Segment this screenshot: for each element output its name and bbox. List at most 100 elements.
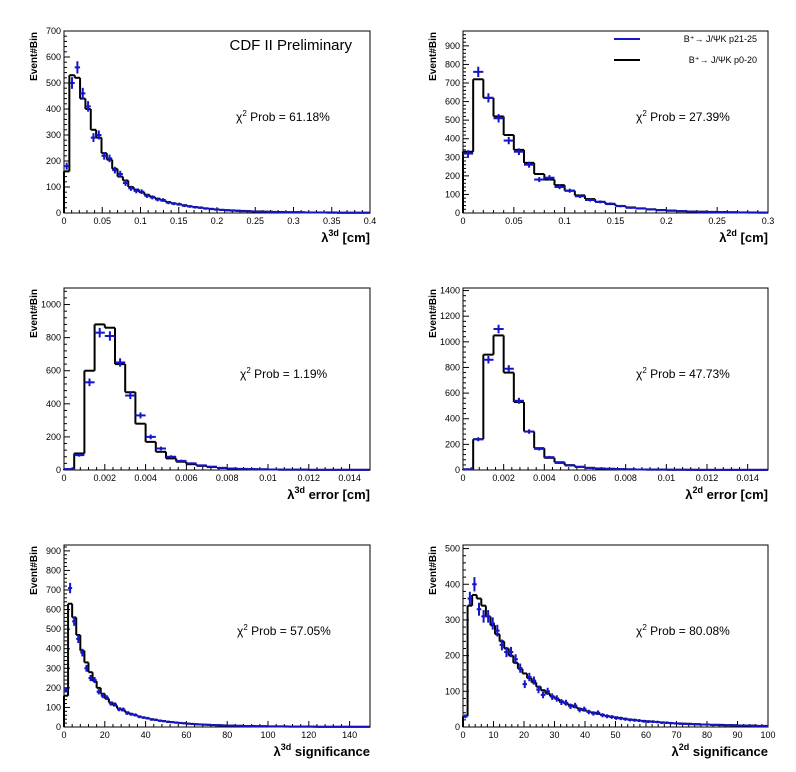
data-point	[141, 716, 146, 719]
histogram-panel: 0 0.002 0.004 0.006 0.008 0.01 0.012 0.014 0 200 4…	[428, 286, 769, 502]
x-tick-label: 0.01	[658, 473, 676, 483]
data-point	[504, 646, 509, 658]
data-point	[125, 392, 136, 400]
x-tick-label: 0	[61, 216, 66, 226]
data-point	[696, 723, 701, 726]
data-point	[503, 136, 514, 145]
data-point	[636, 719, 642, 723]
y-axis-label: Event#Bin	[29, 32, 40, 81]
data-point	[161, 720, 166, 723]
data-point	[94, 327, 105, 338]
data-point	[259, 725, 264, 728]
data-point	[723, 724, 729, 727]
x-tick-label: 0.25	[246, 216, 264, 226]
data-point	[88, 674, 93, 682]
data-point	[304, 725, 309, 728]
x-tick-label: 40	[580, 730, 590, 740]
y-tick-label: 1000	[440, 337, 460, 347]
x-tick-label: 80	[702, 730, 712, 740]
x-axis-label: λ2d significance	[672, 742, 769, 759]
x-tick-label: 0.006	[574, 473, 597, 483]
data-point	[186, 462, 197, 465]
chi2-symbol: χ	[236, 110, 243, 124]
data-point	[227, 724, 232, 727]
data-point	[231, 724, 236, 727]
data-points	[64, 582, 370, 728]
data-point	[625, 206, 636, 209]
x-tick-label: 0.012	[298, 473, 321, 483]
data-point	[64, 162, 70, 170]
data-point	[144, 193, 150, 198]
data-point	[463, 468, 474, 471]
chi2-superscript: 2	[246, 366, 251, 375]
x-tick-label: 0.25	[708, 216, 726, 226]
y-tick-label: 800	[46, 333, 61, 343]
data-point	[96, 689, 101, 695]
y-tick-label: 500	[46, 78, 61, 88]
y-tick-label: 900	[46, 546, 61, 556]
data-point	[196, 464, 207, 467]
y-tick-label: 600	[46, 52, 61, 62]
data-point	[272, 725, 277, 728]
data-point	[64, 468, 75, 471]
data-point	[687, 723, 692, 726]
data-point	[294, 211, 300, 214]
x-axis-label-unit: significance	[291, 744, 370, 759]
data-point	[122, 180, 129, 186]
overlay-layer: CDF II Preliminary B⁺→ J/ΨK p21-25 B⁺→ J…	[229, 34, 757, 65]
data-point	[72, 616, 77, 626]
data-point	[243, 725, 248, 728]
data-point	[673, 722, 679, 725]
chi2-annotation: χ2 Prob = 61.18%	[236, 109, 330, 124]
data-point	[280, 725, 285, 728]
data-point	[145, 716, 150, 720]
data-point	[751, 724, 756, 727]
data-point	[224, 209, 231, 212]
y-tick-label: 1000	[41, 300, 61, 310]
chi2-probability-value: Prob = 27.39%	[650, 110, 730, 124]
data-point	[613, 716, 619, 720]
chi2-annotation: χ2 Prob = 1.19%	[240, 366, 327, 381]
data-point	[84, 664, 89, 672]
data-point	[239, 724, 244, 727]
x-tick-label: 0	[61, 730, 66, 740]
data-point	[96, 130, 102, 140]
data-point	[76, 634, 81, 644]
data-point	[117, 707, 122, 712]
data-point	[117, 170, 123, 178]
data-point	[223, 724, 228, 727]
y-tick-label: 400	[445, 414, 460, 424]
data-point	[513, 148, 524, 156]
data-point	[80, 87, 86, 99]
data-point	[247, 468, 258, 471]
x-tick-label: 0	[61, 473, 66, 483]
plot-frame	[63, 544, 371, 728]
data-point	[112, 702, 118, 707]
x-tick-label: 10	[488, 730, 498, 740]
data-point	[263, 725, 268, 728]
y-tick-label: 400	[445, 134, 460, 144]
x-axis-label: λ3d significance	[274, 742, 371, 759]
data-point	[568, 703, 573, 710]
histogram-panel: 0 0.05 0.1 0.15 0.2 0.25 0.3 0.35 0.4 0 100 200 300 4…	[29, 26, 376, 245]
data-point	[534, 447, 545, 451]
data-point	[757, 211, 768, 214]
data-point	[300, 725, 305, 728]
data-point	[171, 202, 177, 206]
data-point	[296, 725, 301, 728]
data-point	[605, 467, 616, 470]
x-tick-label: 0.4	[364, 216, 377, 226]
data-point	[668, 721, 674, 725]
data-point	[165, 200, 172, 205]
data-point	[572, 702, 578, 709]
chi2-annotation: χ2 Prob = 47.73%	[636, 366, 730, 381]
x-tick-label: 0.1	[558, 216, 571, 226]
y-tick-label: 0	[56, 208, 61, 218]
data-point	[202, 723, 207, 726]
data-point	[527, 672, 532, 682]
data-point	[585, 198, 596, 202]
data-point	[331, 211, 338, 214]
data-point	[655, 720, 660, 724]
data-point	[115, 358, 126, 367]
data-point	[732, 724, 738, 727]
